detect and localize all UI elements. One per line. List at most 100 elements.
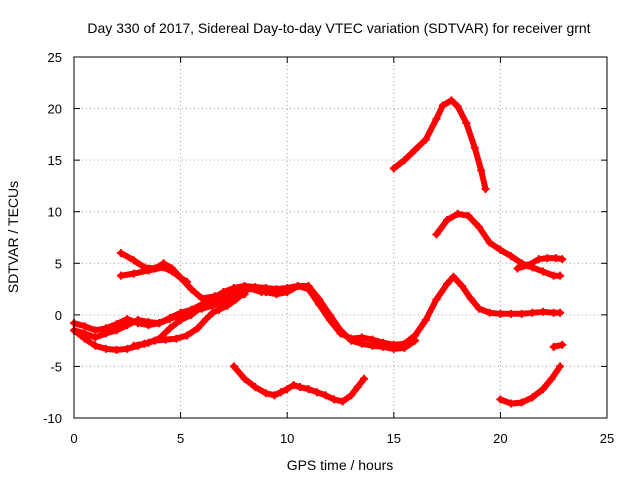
data-point xyxy=(539,307,548,316)
series-arc-10 xyxy=(513,254,567,273)
axis-ticks: 0 5 10 15 20 25 -10 -5 0 5 10 15 20 25 xyxy=(43,50,614,446)
data-point xyxy=(289,380,298,389)
data-point xyxy=(507,309,516,318)
data-series xyxy=(70,96,567,408)
data-point xyxy=(539,267,548,276)
data-point xyxy=(421,135,430,144)
data-point xyxy=(400,343,409,352)
data-point xyxy=(144,266,153,275)
data-point xyxy=(481,185,490,194)
data-point xyxy=(165,314,174,323)
data-point xyxy=(507,399,516,408)
data-point xyxy=(129,269,138,278)
x-axis-label: GPS time / hours xyxy=(287,457,394,473)
data-point xyxy=(470,143,479,152)
data-point xyxy=(193,324,202,333)
series-arc-8 xyxy=(389,96,490,194)
data-point xyxy=(432,230,441,239)
data-point xyxy=(176,310,185,319)
data-point xyxy=(101,344,110,353)
data-point xyxy=(379,342,388,351)
data-point xyxy=(208,301,217,310)
x-tick-label: 25 xyxy=(600,431,614,446)
data-point xyxy=(155,319,164,328)
data-point xyxy=(547,374,556,383)
data-point xyxy=(272,285,281,294)
data-point xyxy=(202,314,211,323)
data-point xyxy=(513,264,522,273)
y-tick-label: 5 xyxy=(55,256,62,271)
data-point xyxy=(359,374,368,383)
data-point xyxy=(283,385,292,394)
y-tick-label: 20 xyxy=(48,102,62,117)
data-point xyxy=(172,334,181,343)
data-point xyxy=(159,263,168,272)
data-point xyxy=(240,288,249,297)
data-point xyxy=(116,248,125,257)
data-point xyxy=(449,272,458,281)
data-point xyxy=(357,339,366,348)
data-point xyxy=(496,309,505,318)
data-point xyxy=(315,295,324,304)
data-point xyxy=(182,331,191,340)
chart-title: Day 330 of 2017, Sidereal Day-to-day VTE… xyxy=(87,20,590,36)
data-point xyxy=(116,271,125,280)
data-point xyxy=(534,255,543,264)
data-point xyxy=(261,389,270,398)
data-point xyxy=(507,252,516,261)
data-point xyxy=(453,102,462,111)
data-point xyxy=(91,341,100,350)
series-arc-9 xyxy=(432,209,565,280)
data-point xyxy=(321,391,330,400)
y-axis-label: SDTVAR / TECUs xyxy=(5,181,21,293)
data-point xyxy=(251,283,260,292)
data-point xyxy=(270,391,279,400)
data-point xyxy=(400,156,409,165)
data-point xyxy=(517,309,526,318)
y-tick-label: 15 xyxy=(48,153,62,168)
data-point xyxy=(528,393,537,402)
data-point xyxy=(336,326,345,335)
data-point xyxy=(80,322,89,331)
data-point xyxy=(208,294,217,303)
data-point xyxy=(219,288,228,297)
data-point xyxy=(411,336,420,345)
data-point xyxy=(208,308,217,317)
data-point xyxy=(464,211,473,220)
data-point xyxy=(447,96,456,105)
y-tick-label: -10 xyxy=(43,411,62,426)
data-point xyxy=(496,245,505,254)
y-tick-label: 25 xyxy=(48,50,62,65)
data-point xyxy=(91,333,100,342)
data-point xyxy=(313,388,322,397)
data-point xyxy=(182,277,191,286)
series-line xyxy=(390,97,489,192)
data-point xyxy=(389,164,398,173)
data-point xyxy=(123,314,132,323)
data-point xyxy=(347,336,356,345)
data-point xyxy=(411,145,420,154)
data-point xyxy=(295,383,304,392)
data-point xyxy=(353,383,362,392)
series-arc-12 xyxy=(549,340,567,351)
data-point xyxy=(443,215,452,224)
data-point xyxy=(368,341,377,350)
data-point xyxy=(251,383,260,392)
data-point xyxy=(475,223,484,232)
data-point xyxy=(197,304,206,313)
data-point xyxy=(338,397,347,406)
data-point xyxy=(389,344,398,353)
data-point xyxy=(112,345,121,354)
data-point xyxy=(558,340,567,349)
data-point xyxy=(91,326,100,335)
data-point xyxy=(161,335,170,344)
data-point xyxy=(144,321,153,330)
x-tick-label: 0 xyxy=(70,431,77,446)
data-point xyxy=(240,374,249,383)
x-tick-label: 15 xyxy=(387,431,401,446)
data-point xyxy=(187,285,196,294)
x-tick-label: 20 xyxy=(493,431,507,446)
plot-frame xyxy=(73,56,608,419)
data-point xyxy=(123,344,132,353)
